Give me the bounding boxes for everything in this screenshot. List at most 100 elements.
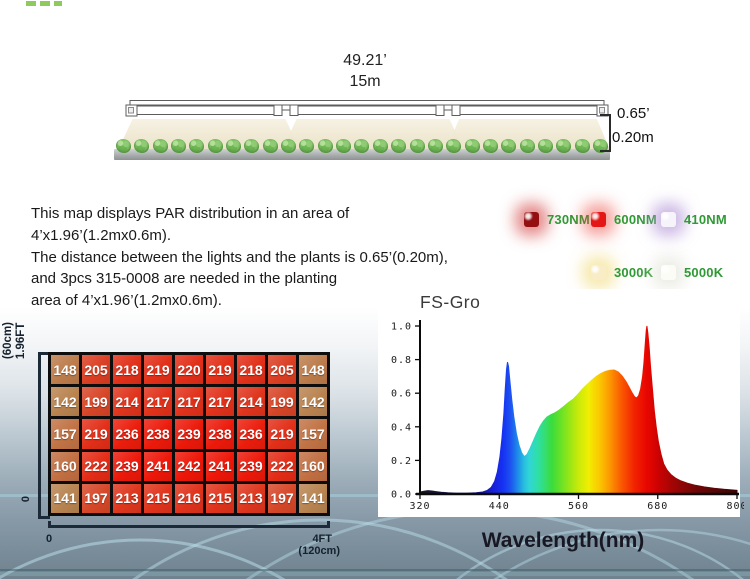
- spectrum-curve: [419, 325, 738, 495]
- spectrum-plot: 0.0 0.2 0.4 0.6 0.8 1.0 320 440 560 680 800: [391, 320, 744, 512]
- par-cell: 218: [237, 355, 265, 385]
- par-map-x-axis-max-ft: 4FT: [312, 533, 332, 545]
- plant: [116, 139, 131, 153]
- connector: [435, 104, 445, 116]
- plant: [519, 139, 535, 153]
- connector: [289, 104, 299, 116]
- plant: [244, 139, 260, 153]
- plant: [574, 139, 590, 153]
- par-cell: 218: [113, 355, 141, 385]
- par-cell: 219: [268, 419, 296, 449]
- spectrum-x-axis-title: Wavelength(nm): [481, 529, 645, 552]
- tube-segment: [297, 105, 437, 115]
- plant: [207, 139, 223, 153]
- par-value-grid: 148 205 218 219 220 219 218 205 148 142 199 214 217 2…: [48, 352, 330, 516]
- par-cell: 219: [82, 419, 110, 449]
- background-arc: [456, 528, 744, 579]
- hanging-rail: [129, 100, 605, 106]
- par-map-x-axis-zero: 0: [46, 533, 53, 545]
- legend-item-3000k: 3000K: [591, 265, 653, 280]
- par-cell: 239: [237, 451, 265, 481]
- background-arc: [0, 538, 286, 579]
- plant: [171, 139, 187, 153]
- plant: [446, 139, 462, 153]
- plant: [226, 139, 242, 153]
- par-cell: 219: [144, 355, 172, 385]
- par-cell: 222: [82, 451, 110, 481]
- par-cell: 241: [144, 451, 172, 481]
- plant: [409, 139, 425, 153]
- plant: [281, 139, 297, 153]
- par-map-y-axis-label: (60cm) 1.96FT: [2, 322, 28, 359]
- par-cell: 242: [175, 451, 203, 481]
- x-tick-label: 800: [726, 501, 744, 512]
- plant: [501, 139, 517, 153]
- x-tick-label: 680: [647, 501, 668, 512]
- par-cell: 199: [268, 387, 296, 417]
- background-arc: [493, 528, 750, 579]
- led-swatch-410nm: [661, 212, 676, 227]
- hang-height-bracket: [609, 115, 611, 152]
- x-tick-label: 560: [568, 501, 589, 512]
- description-line: area of 4’x1.96’(1.2mx0.6m).: [31, 292, 222, 310]
- legend-label: 600NM: [614, 212, 657, 227]
- par-cell: 213: [113, 483, 141, 513]
- par-map-y-axis-zero: 0: [20, 496, 32, 503]
- y-tick-label: 0.4: [391, 422, 412, 433]
- hang-height-tick-bottom: [600, 150, 611, 152]
- description-line: and 3pcs 315-0008 are needed in the plan…: [31, 270, 338, 288]
- par-map-y-bracket: [38, 352, 50, 519]
- plant: [152, 139, 168, 153]
- legend-item-730nm: 730NM: [524, 212, 590, 227]
- par-cell: 222: [268, 451, 296, 481]
- plant: [372, 139, 388, 153]
- legend-label: 3000K: [614, 265, 654, 280]
- top-left-green-mark: [26, 1, 62, 6]
- par-cell: 241: [206, 451, 234, 481]
- led-swatch-730nm: [524, 212, 539, 227]
- plant: [354, 139, 370, 153]
- x-tick-label: 320: [409, 501, 430, 512]
- par-cell: 160: [51, 451, 79, 481]
- par-cell: 236: [113, 419, 141, 449]
- description-line: This map displays PAR distribution in an…: [31, 205, 350, 244]
- background-line: [0, 569, 750, 571]
- par-cell: 217: [206, 387, 234, 417]
- legend-item-5000k: 5000K: [661, 265, 723, 280]
- background-arc: [132, 518, 508, 579]
- par-cell: 205: [268, 355, 296, 385]
- par-cell: 148: [299, 355, 327, 385]
- hang-height-tick-top: [600, 114, 611, 116]
- plant: [189, 139, 205, 153]
- par-cell: 142: [51, 387, 79, 417]
- par-cell: 141: [51, 483, 79, 513]
- y-tick-label: 1.0: [391, 322, 412, 333]
- par-map-x-axis-max-cm: (120cm): [298, 545, 340, 557]
- par-cell: 216: [175, 483, 203, 513]
- par-cell: 238: [206, 419, 234, 449]
- connector: [451, 104, 461, 116]
- connector: [273, 104, 283, 116]
- par-map-x-bracket: [48, 521, 330, 528]
- par-cell: 157: [51, 419, 79, 449]
- par-cell: 239: [113, 451, 141, 481]
- y-tick-label: 0.8: [391, 355, 412, 366]
- legend-label: 730NM: [547, 212, 590, 227]
- end-cap-detail: [128, 107, 134, 114]
- fixture-width-feet-label: 49.21’: [343, 52, 387, 69]
- plant: [336, 139, 352, 153]
- spectrum-chart-title: FS-Gro: [420, 292, 481, 312]
- plant: [592, 139, 608, 153]
- tube-segment: [459, 105, 598, 115]
- par-cell: 215: [206, 483, 234, 513]
- tube-segment: [136, 105, 275, 115]
- plant: [427, 139, 443, 153]
- led-glow: [591, 212, 606, 227]
- planting-strip: [114, 149, 610, 160]
- par-cell: 219: [206, 355, 234, 385]
- par-cell: 215: [144, 483, 172, 513]
- plant: [482, 139, 498, 153]
- plant: [391, 139, 407, 153]
- plants-row: [116, 137, 608, 153]
- legend-item-410nm: 410NM: [661, 212, 727, 227]
